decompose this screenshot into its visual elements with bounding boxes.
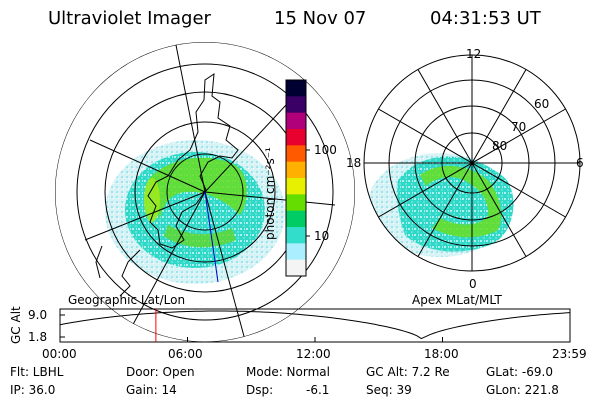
timeline-xtick-1200: 12:00 xyxy=(296,347,331,361)
mlt-label-6: 6 xyxy=(576,156,584,170)
dsp-label: Dsp: xyxy=(246,383,274,397)
geo-longitude: GLon: 221.8 xyxy=(486,383,559,397)
colorbar-band xyxy=(286,210,306,228)
dsp-value: -6.1 xyxy=(306,383,330,397)
instrument-title: Ultraviolet Imager xyxy=(48,8,211,29)
colorbar xyxy=(285,79,310,277)
timeline-ytick-1-8: 1.8 xyxy=(28,330,48,344)
colorbar-band xyxy=(286,145,306,163)
timeline-left-title: Geographic Lat/Lon xyxy=(68,293,186,307)
sequence-number: Seq: 39 xyxy=(366,383,412,397)
colorbar-band xyxy=(286,178,306,195)
timeline-xtick-2359: 23:59 xyxy=(552,347,587,361)
timeline-xtick-0000: 00:00 xyxy=(42,347,77,361)
lat-label-80: 80 xyxy=(492,139,508,153)
colorbar-band xyxy=(286,161,306,179)
colorbar-band xyxy=(286,194,306,212)
colorbar-band xyxy=(286,112,306,130)
mlt-label-12: 12 xyxy=(466,47,482,61)
colorbar-band xyxy=(286,96,306,114)
colorbar-tick-10: 10 xyxy=(314,229,330,243)
colorbar-band xyxy=(286,243,306,261)
timeline-xtick-1800: 18:00 xyxy=(424,347,459,361)
geo-latitude: GLat: -69.0 xyxy=(486,365,553,379)
door-status: Door: Open xyxy=(126,365,195,379)
timeline-right-title: Apex MLat/MLT xyxy=(412,293,502,307)
mode-status: Mode: Normal xyxy=(246,365,330,379)
colorbar-band xyxy=(286,129,306,146)
lat-label-70: 70 xyxy=(511,120,527,134)
time-label: 04:31:53 UT xyxy=(430,8,541,29)
date-label: 15 Nov 07 xyxy=(274,8,367,29)
ip-value: IP: 36.0 xyxy=(10,383,56,397)
colorbar-unit-label: photon cm⁻²s⁻¹ xyxy=(263,147,277,240)
geographic-map xyxy=(55,42,355,342)
polar-plot xyxy=(363,54,581,272)
flight-filter: Flt: LBHL xyxy=(10,365,64,379)
mlt-label-18: 18 xyxy=(346,156,362,170)
timeline-ytick-9: 9.0 xyxy=(28,308,48,322)
timeline-axis-label: GC Alt xyxy=(9,306,23,344)
colorbar-band xyxy=(286,227,306,244)
colorbar-tick-100: 100 xyxy=(314,143,337,157)
lat-label-60: 60 xyxy=(534,97,550,111)
timeline-chart xyxy=(59,308,571,343)
gain-value: Gain: 14 xyxy=(126,383,177,397)
gc-altitude: GC Alt: 7.2 Re xyxy=(366,365,450,379)
colorbar-band xyxy=(286,259,306,277)
timeline-xtick-0600: 06:00 xyxy=(168,347,203,361)
colorbar-band xyxy=(286,80,306,97)
mlt-label-0: 0 xyxy=(469,277,477,291)
